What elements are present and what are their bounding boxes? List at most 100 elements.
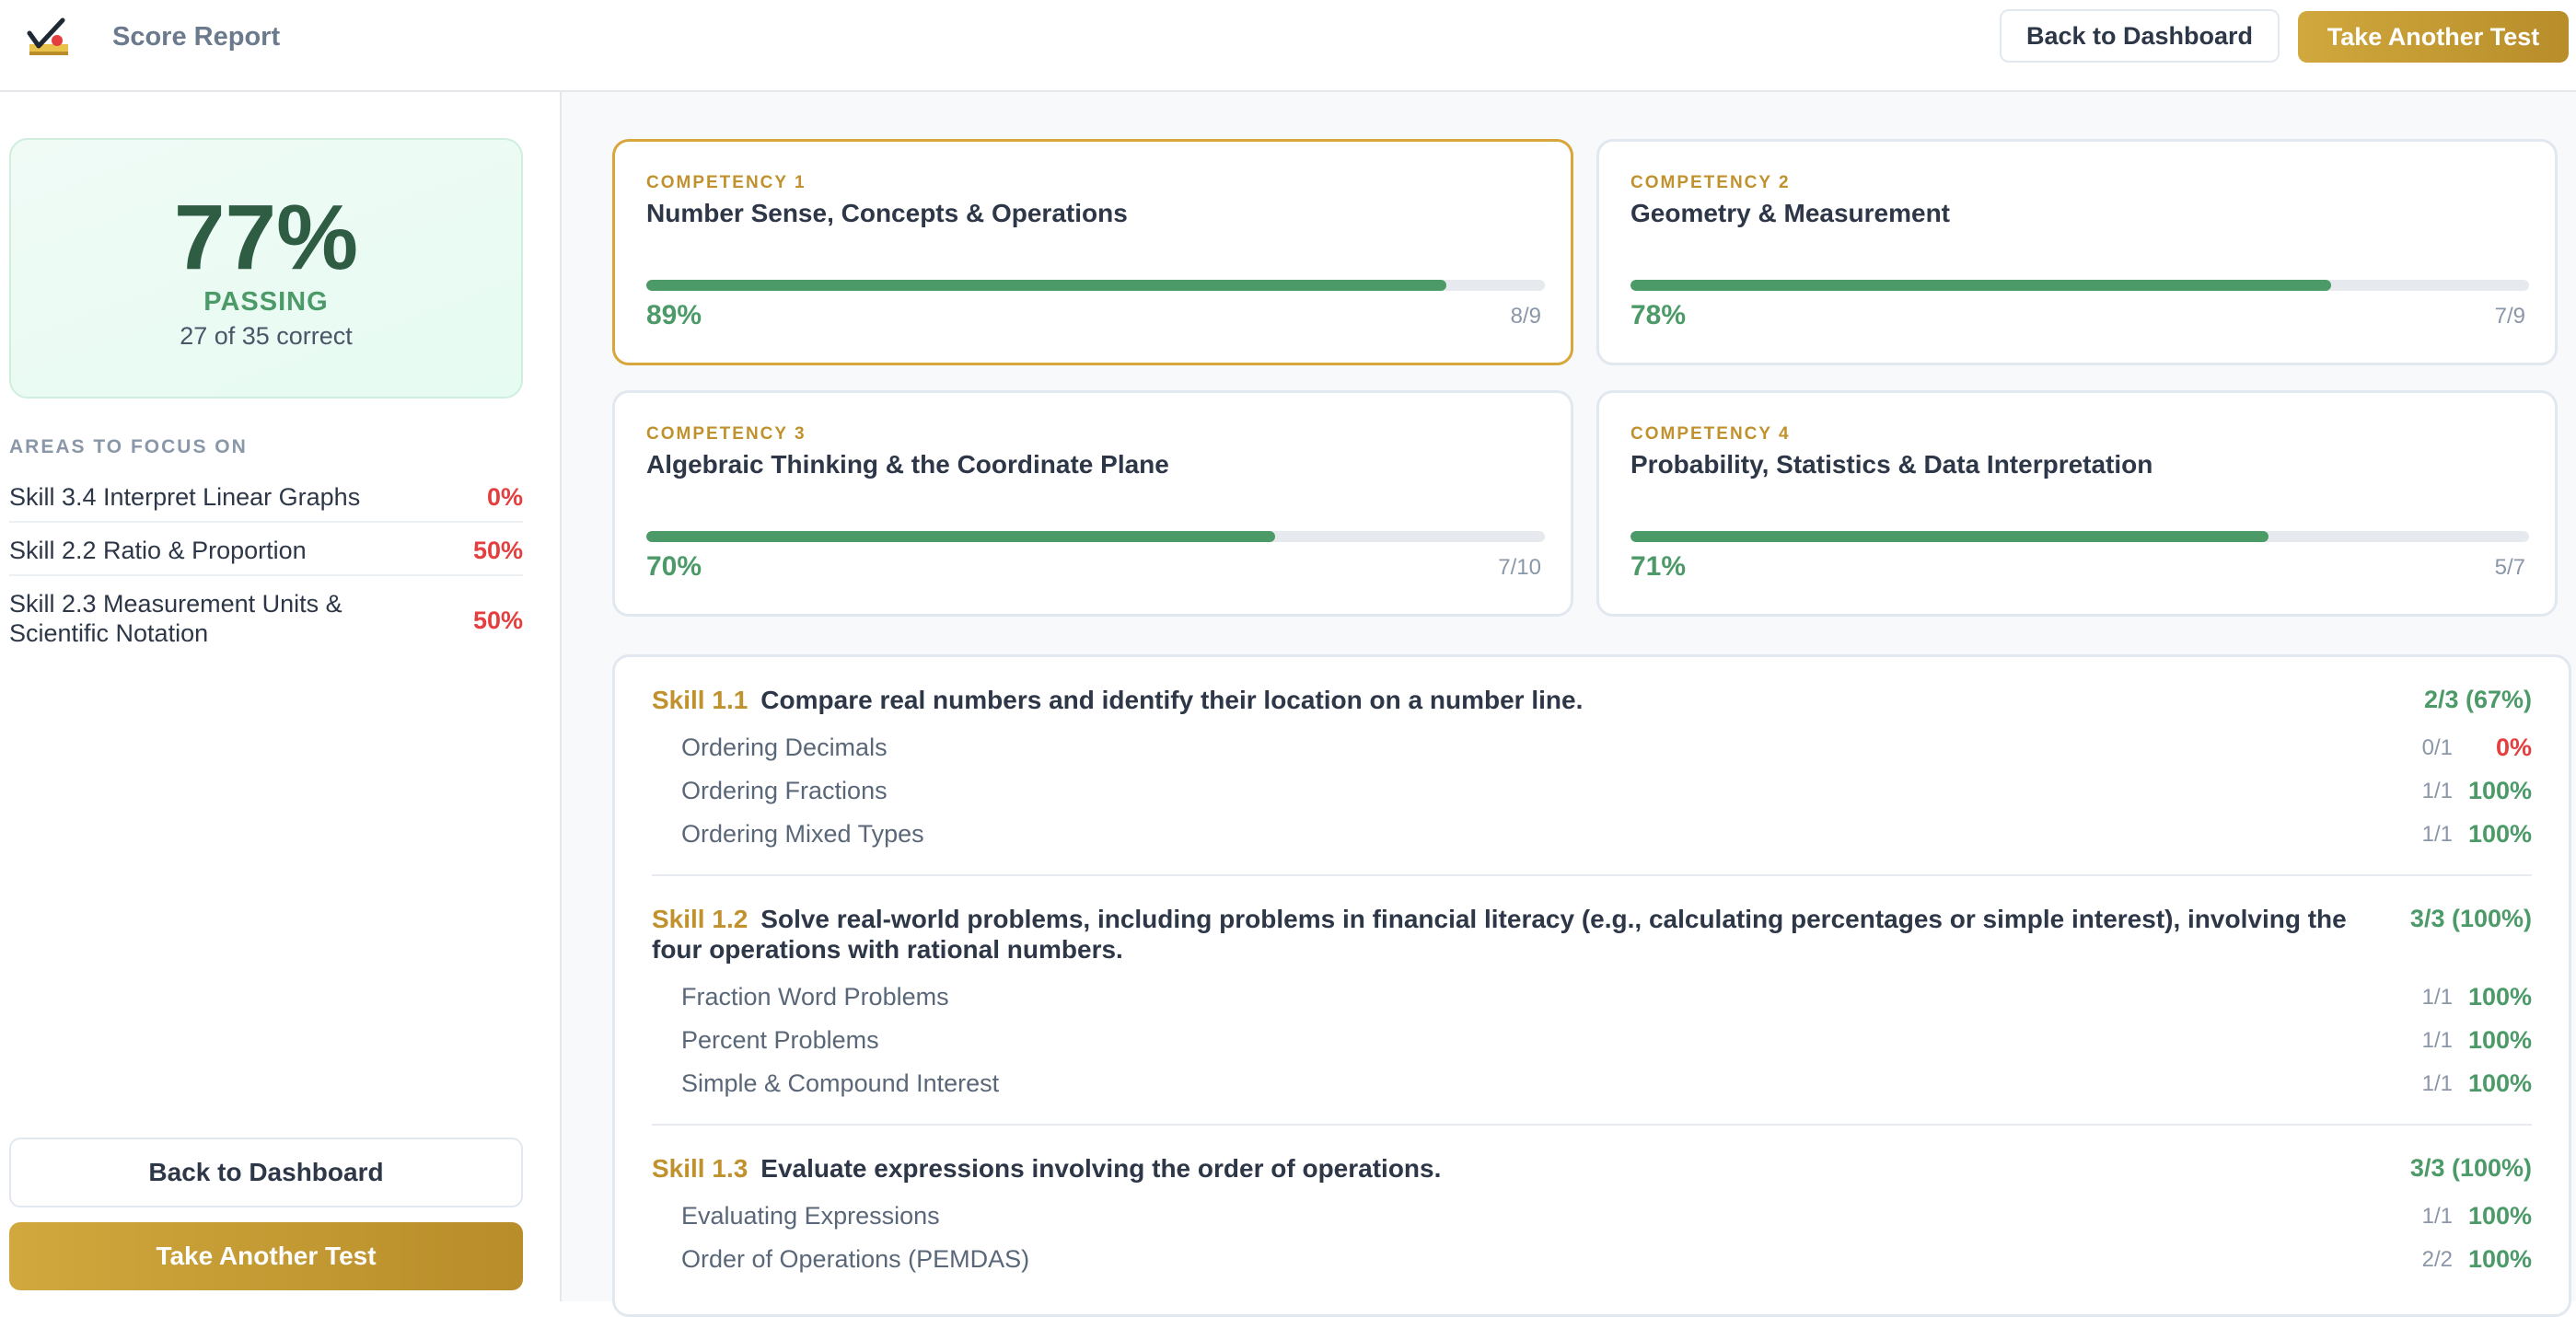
focus-areas-list: Skill 3.4 Interpret Linear Graphs 0% Ski… xyxy=(9,469,523,657)
subskill-row: Order of Operations (PEMDAS) 2/2 100% xyxy=(652,1238,2532,1281)
focus-item-percent: 0% xyxy=(486,483,523,511)
subskill-name: Ordering Decimals xyxy=(681,734,888,761)
skill-block: Skill 1.3 Evaluate expressions involving … xyxy=(652,1126,2532,1300)
pass-status: PASSING xyxy=(203,287,329,317)
competency-fraction: 7/9 xyxy=(2494,304,2525,329)
subskill-name: Ordering Mixed Types xyxy=(681,820,924,848)
competency-card-2[interactable]: COMPETENCY 2 Geometry & Measurement 78% … xyxy=(1596,139,2558,365)
subskill-fraction: 1/1 xyxy=(2421,1070,2453,1096)
skill-header: Skill 1.2 Solve real-world problems, incl… xyxy=(652,904,2532,965)
overall-score-card: 77% PASSING 27 of 35 correct xyxy=(9,138,523,399)
subskill-row: Fraction Word Problems 1/1 100% xyxy=(652,976,2532,1019)
skill-score: 3/3 (100%) xyxy=(2409,1154,2532,1182)
back-to-dashboard-button[interactable]: Back to Dashboard xyxy=(2000,9,2280,63)
subskill-name: Percent Problems xyxy=(681,1026,879,1054)
subskill-percent: 100% xyxy=(2467,1202,2532,1230)
competency-name: Probability, Statistics & Data Interpret… xyxy=(1630,450,2153,479)
subskill-percent: 100% xyxy=(2467,820,2532,848)
competency-label: COMPETENCY 3 xyxy=(646,424,806,444)
main-content: COMPETENCY 1 Number Sense, Concepts & Op… xyxy=(562,92,2576,1317)
competency-card-1[interactable]: COMPETENCY 1 Number Sense, Concepts & Op… xyxy=(612,139,1573,365)
skill-title: Skill 1.2 Solve real-world problems, incl… xyxy=(652,904,2364,965)
skill-breakdown-panel: Skill 1.1 Compare real numbers and identi… xyxy=(612,654,2571,1317)
subskill-name: Simple & Compound Interest xyxy=(681,1069,1000,1097)
subskill-fraction: 1/1 xyxy=(2421,1203,2453,1229)
subskill-fraction: 1/1 xyxy=(2421,984,2453,1010)
subskill-percent: 100% xyxy=(2467,1026,2532,1054)
focus-item-name: Skill 2.2 Ratio & Proportion xyxy=(9,537,307,564)
progress-fill xyxy=(646,280,1446,291)
subskill-row: Simple & Compound Interest 1/1 100% xyxy=(652,1062,2532,1105)
take-another-test-button[interactable]: Take Another Test xyxy=(2298,11,2569,63)
competency-percent: 70% xyxy=(646,551,702,582)
skill-block: Skill 1.2 Solve real-world problems, incl… xyxy=(652,876,2532,1126)
skill-title: Skill 1.1 Compare real numbers and identi… xyxy=(652,685,2364,715)
subskill-fraction: 1/1 xyxy=(2421,821,2453,847)
focus-item: Skill 2.3 Measurement Units & Scientific… xyxy=(9,576,523,657)
competency-card-4[interactable]: COMPETENCY 4 Probability, Statistics & D… xyxy=(1596,390,2558,617)
competency-label: COMPETENCY 4 xyxy=(1630,424,1791,444)
subskill-fraction: 2/2 xyxy=(2421,1246,2453,1272)
competency-percent: 71% xyxy=(1630,551,1687,582)
focus-item-name: Skill 3.4 Interpret Linear Graphs xyxy=(9,483,361,511)
subskill-percent: 100% xyxy=(2467,1069,2532,1097)
focus-item-name: Skill 2.3 Measurement Units & Scientific… xyxy=(9,590,342,647)
subskill-percent: 100% xyxy=(2467,1245,2532,1273)
competency-percent: 78% xyxy=(1630,300,1687,330)
focus-areas-heading: AREAS TO FOCUS ON xyxy=(9,436,248,457)
competency-name: Number Sense, Concepts & Operations xyxy=(646,199,1128,227)
progress-fill xyxy=(1630,280,2332,291)
focus-item: Skill 3.4 Interpret Linear Graphs 0% xyxy=(9,469,523,523)
skill-code: Skill 1.1 xyxy=(652,686,748,714)
competency-name: Geometry & Measurement xyxy=(1630,199,1951,227)
competency-card-3[interactable]: COMPETENCY 3 Algebraic Thinking & the Co… xyxy=(612,390,1573,617)
focus-item-percent: 50% xyxy=(472,537,523,564)
checkmark-logo-icon xyxy=(27,17,68,55)
progress-fill xyxy=(1630,531,2269,542)
skill-code: Skill 1.2 xyxy=(652,905,748,933)
skill-score: 2/3 (67%) xyxy=(2423,686,2532,713)
focus-item-percent: 50% xyxy=(472,607,523,634)
correct-count: 27 of 35 correct xyxy=(180,322,353,350)
sidebar: 77% PASSING 27 of 35 correct AREAS TO FO… xyxy=(0,92,562,1301)
skill-block: Skill 1.1 Compare real numbers and identi… xyxy=(652,657,2532,876)
competency-fraction: 8/9 xyxy=(1510,304,1541,329)
subskill-row: Ordering Mixed Types 1/1 100% xyxy=(652,813,2532,856)
competency-progress-bar xyxy=(1630,531,2529,542)
subskill-name: Fraction Word Problems xyxy=(681,983,949,1011)
competency-fraction: 7/10 xyxy=(1498,555,1541,580)
skill-description: Evaluate expressions involving the order… xyxy=(760,1154,1442,1183)
competency-fraction: 5/7 xyxy=(2494,555,2525,580)
subskill-row: Ordering Decimals 0/1 0% xyxy=(652,726,2532,769)
competency-name: Algebraic Thinking & the Coordinate Plan… xyxy=(646,450,1169,479)
subskill-row: Ordering Fractions 1/1 100% xyxy=(652,769,2532,813)
skill-header: Skill 1.1 Compare real numbers and identi… xyxy=(652,685,2532,715)
skill-title: Skill 1.3 Evaluate expressions involving … xyxy=(652,1153,2364,1184)
subskill-percent: 0% xyxy=(2495,734,2532,761)
subskill-fraction: 0/1 xyxy=(2421,734,2453,760)
sidebar-take-another-test-button[interactable]: Take Another Test xyxy=(9,1222,523,1290)
subskill-name: Ordering Fractions xyxy=(681,777,888,804)
subskill-name: Order of Operations (PEMDAS) xyxy=(681,1245,1030,1273)
skill-description: Compare real numbers and identify their … xyxy=(760,686,1584,714)
focus-item: Skill 2.2 Ratio & Proportion 50% xyxy=(9,523,523,576)
sidebar-back-to-dashboard-button[interactable]: Back to Dashboard xyxy=(9,1138,523,1207)
subskill-row: Percent Problems 1/1 100% xyxy=(652,1019,2532,1062)
overall-score-percent: 77% xyxy=(173,186,359,289)
top-header: Score Report Back to Dashboard Take Anot… xyxy=(0,0,2576,92)
competency-progress-bar xyxy=(646,531,1545,542)
progress-fill xyxy=(646,531,1276,542)
subskill-name: Evaluating Expressions xyxy=(681,1202,940,1230)
competency-percent: 89% xyxy=(646,300,702,330)
subskill-fraction: 1/1 xyxy=(2421,778,2453,803)
competency-progress-bar xyxy=(1630,280,2529,291)
page-title: Score Report xyxy=(112,22,281,52)
skill-score: 3/3 (100%) xyxy=(2409,905,2532,932)
subskill-percent: 100% xyxy=(2467,983,2532,1011)
skill-code: Skill 1.3 xyxy=(652,1154,748,1183)
competency-label: COMPETENCY 2 xyxy=(1630,173,1791,192)
skill-description: Solve real-world problems, including pro… xyxy=(652,905,2347,964)
subskill-percent: 100% xyxy=(2467,777,2532,804)
competency-label: COMPETENCY 1 xyxy=(646,173,806,192)
subskill-fraction: 1/1 xyxy=(2421,1027,2453,1053)
